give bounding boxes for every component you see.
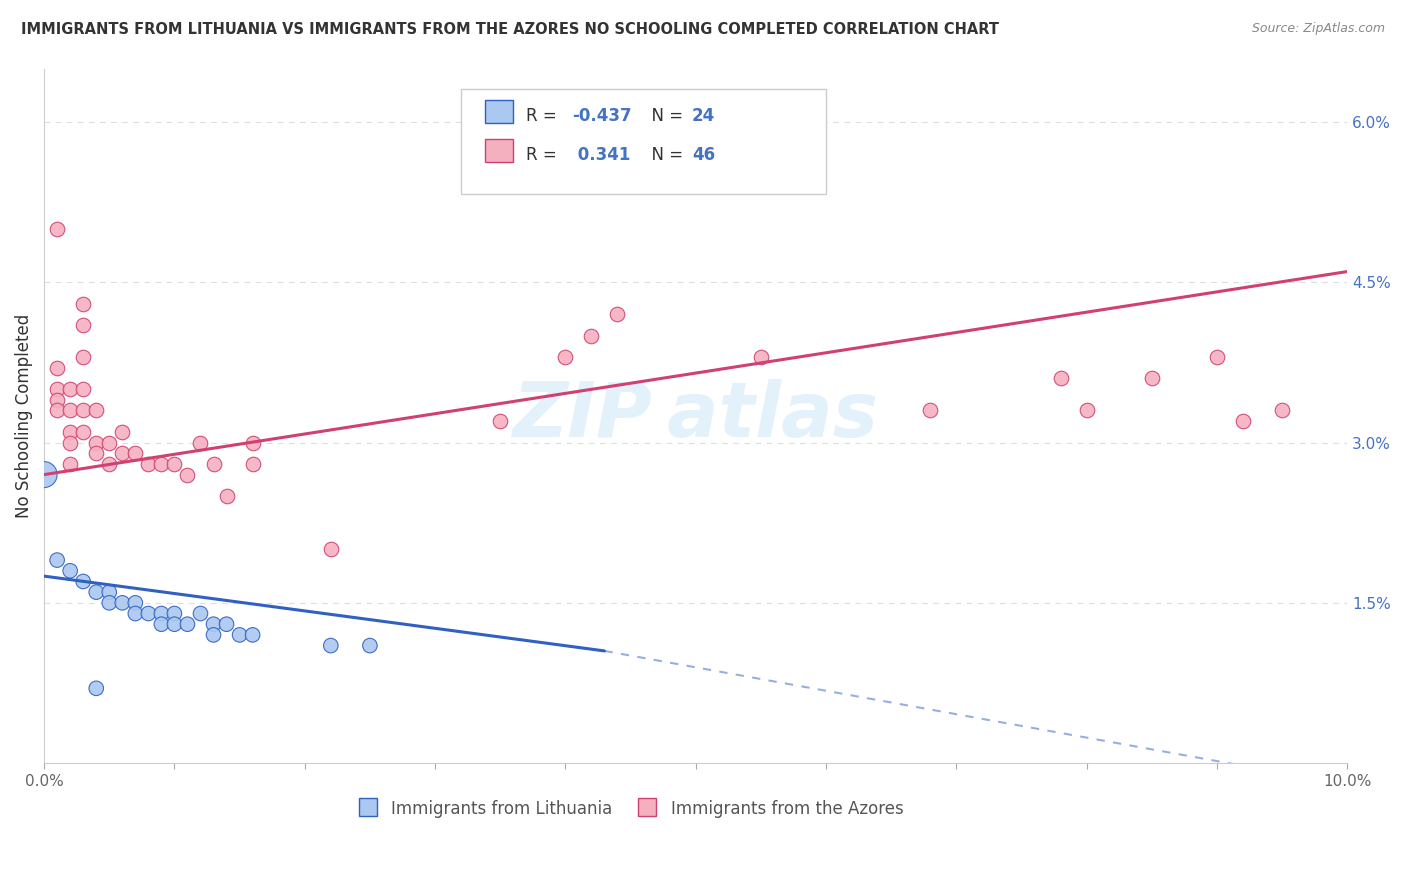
- Point: [319, 639, 342, 653]
- Point: [59, 435, 82, 450]
- Point: [1049, 371, 1071, 385]
- Text: -0.437: -0.437: [572, 107, 631, 125]
- Point: [163, 457, 186, 471]
- Point: [202, 457, 225, 471]
- FancyBboxPatch shape: [485, 139, 513, 162]
- Point: [72, 574, 94, 589]
- Point: [59, 457, 82, 471]
- Point: [46, 553, 69, 567]
- Point: [84, 403, 107, 417]
- Point: [749, 350, 772, 364]
- Point: [72, 296, 94, 310]
- Point: [228, 628, 250, 642]
- FancyBboxPatch shape: [461, 89, 825, 194]
- Text: 0.341: 0.341: [572, 146, 630, 164]
- Text: N =: N =: [641, 146, 689, 164]
- Point: [84, 446, 107, 460]
- Point: [72, 318, 94, 332]
- Text: N =: N =: [641, 107, 689, 125]
- Point: [242, 457, 264, 471]
- Point: [1076, 403, 1098, 417]
- Point: [46, 382, 69, 396]
- Text: R =: R =: [526, 107, 562, 125]
- Point: [215, 617, 238, 632]
- Point: [1140, 371, 1163, 385]
- Point: [98, 596, 121, 610]
- Point: [150, 617, 173, 632]
- Point: [59, 403, 82, 417]
- FancyBboxPatch shape: [485, 100, 513, 123]
- Point: [242, 628, 264, 642]
- Point: [46, 392, 69, 407]
- Point: [46, 403, 69, 417]
- Point: [84, 435, 107, 450]
- Point: [359, 639, 381, 653]
- Point: [124, 607, 146, 621]
- Point: [150, 457, 173, 471]
- Point: [111, 425, 134, 439]
- Text: ZIP atlas: ZIP atlas: [513, 379, 879, 453]
- Point: [138, 607, 160, 621]
- Point: [190, 607, 212, 621]
- Point: [1271, 403, 1294, 417]
- Point: [138, 457, 160, 471]
- Point: [46, 222, 69, 236]
- Point: [59, 564, 82, 578]
- Text: R =: R =: [526, 146, 562, 164]
- Point: [72, 350, 94, 364]
- Text: IMMIGRANTS FROM LITHUANIA VS IMMIGRANTS FROM THE AZORES NO SCHOOLING COMPLETED C: IMMIGRANTS FROM LITHUANIA VS IMMIGRANTS …: [21, 22, 1000, 37]
- Point: [163, 607, 186, 621]
- Text: 46: 46: [692, 146, 714, 164]
- Y-axis label: No Schooling Completed: No Schooling Completed: [15, 314, 32, 518]
- Point: [46, 360, 69, 375]
- Point: [242, 435, 264, 450]
- Point: [489, 414, 512, 428]
- Point: [124, 596, 146, 610]
- Point: [1232, 414, 1254, 428]
- Point: [319, 542, 342, 557]
- Point: [72, 403, 94, 417]
- Point: [202, 628, 225, 642]
- Point: [59, 382, 82, 396]
- Point: [190, 435, 212, 450]
- Text: 24: 24: [692, 107, 716, 125]
- Point: [581, 328, 603, 343]
- Point: [98, 585, 121, 599]
- Point: [163, 617, 186, 632]
- Point: [84, 681, 107, 696]
- Point: [84, 585, 107, 599]
- Point: [124, 446, 146, 460]
- Point: [150, 607, 173, 621]
- Point: [98, 435, 121, 450]
- Point: [111, 596, 134, 610]
- Point: [59, 425, 82, 439]
- Point: [98, 457, 121, 471]
- Point: [111, 446, 134, 460]
- Point: [554, 350, 576, 364]
- Point: [72, 382, 94, 396]
- Point: [606, 307, 628, 321]
- Point: [1206, 350, 1229, 364]
- Point: [176, 467, 198, 482]
- Point: [176, 617, 198, 632]
- Text: Source: ZipAtlas.com: Source: ZipAtlas.com: [1251, 22, 1385, 36]
- Point: [215, 489, 238, 503]
- Point: [202, 617, 225, 632]
- Point: [32, 467, 55, 482]
- Legend: Immigrants from Lithuania, Immigrants from the Azores: Immigrants from Lithuania, Immigrants fr…: [352, 793, 910, 824]
- Point: [72, 425, 94, 439]
- Point: [920, 403, 942, 417]
